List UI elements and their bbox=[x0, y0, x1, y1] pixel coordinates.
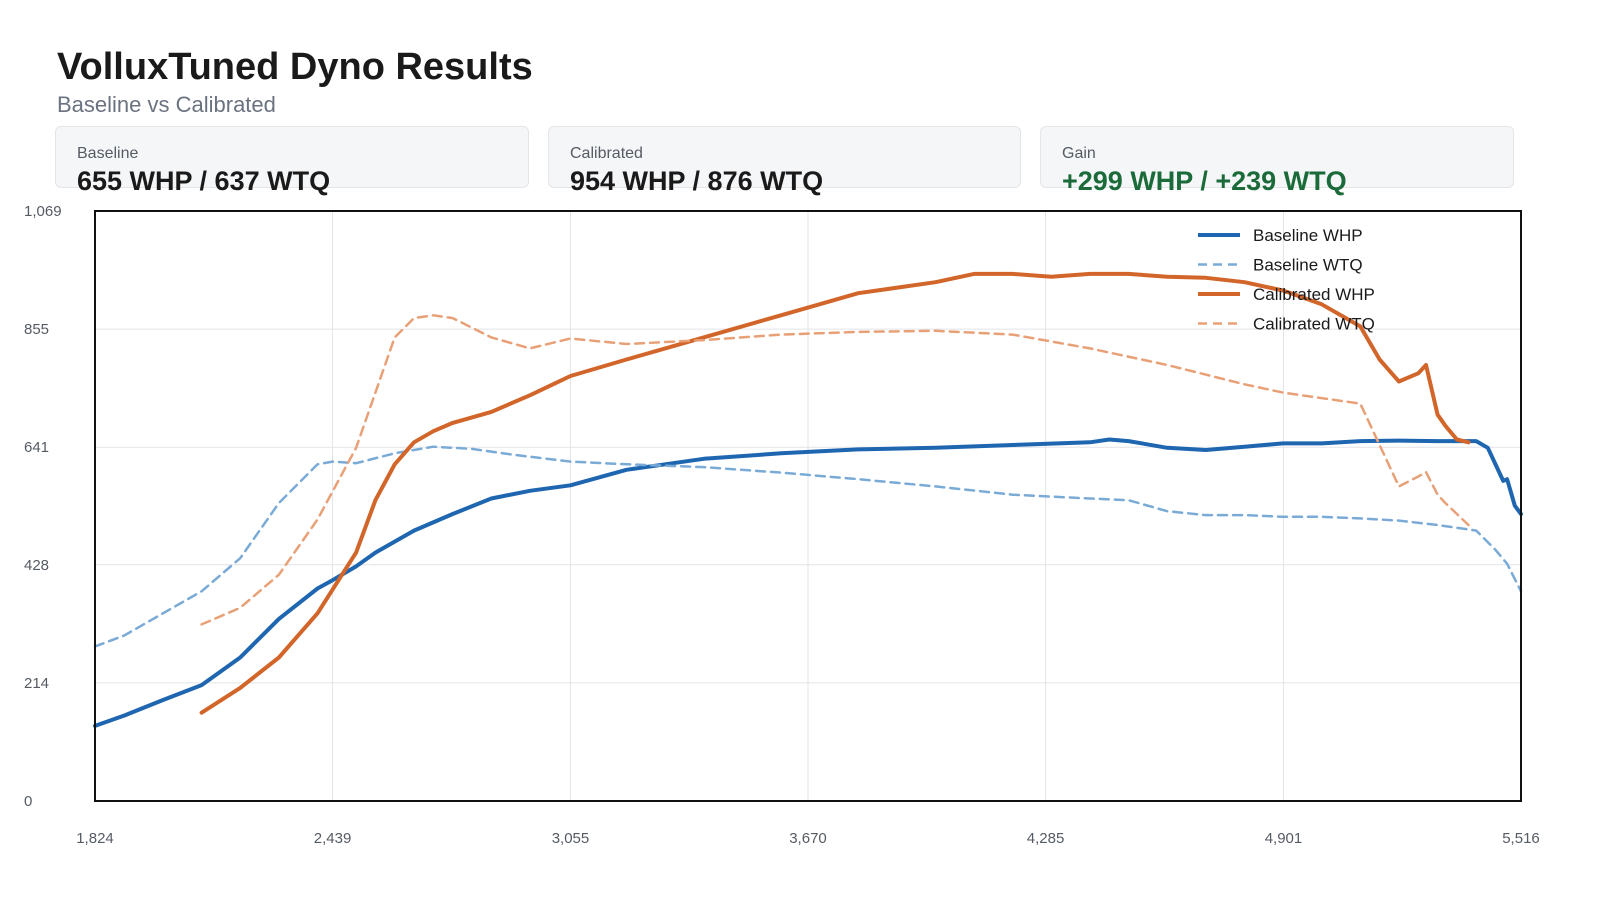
gain-card-value: +299 WHP / +239 WTQ bbox=[1062, 166, 1347, 196]
gain-card-label: Gain bbox=[1062, 145, 1096, 162]
x-tick-label: 1,824 bbox=[76, 830, 114, 847]
calibrated-card-label: Calibrated bbox=[570, 145, 643, 162]
legend-label: Calibrated WTQ bbox=[1253, 315, 1375, 334]
x-tick-label: 3,055 bbox=[552, 830, 590, 847]
series-line-baseline-wtq bbox=[93, 445, 1523, 648]
x-tick-label: 4,285 bbox=[1027, 830, 1065, 847]
baseline-summary-card: Baseline 655 WHP / 637 WTQ bbox=[55, 126, 529, 196]
y-tick-label: 1,069 bbox=[24, 203, 62, 220]
plot-frame bbox=[94, 210, 1522, 802]
series-line-baseline-whp bbox=[93, 437, 1523, 728]
x-tick-label: 2,439 bbox=[314, 830, 352, 847]
x-tick-label: 4,901 bbox=[1265, 830, 1303, 847]
x-tick-label: 5,516 bbox=[1502, 830, 1540, 847]
series-line-calibrated-wtq bbox=[200, 314, 1470, 626]
y-tick-label: 214 bbox=[24, 675, 49, 692]
series-line-calibrated-whp bbox=[199, 271, 1471, 715]
page-subtitle: Baseline vs Calibrated bbox=[57, 92, 276, 117]
y-tick-label: 641 bbox=[24, 439, 49, 456]
legend-label: Baseline WHP bbox=[1253, 226, 1363, 245]
page-title: VolluxTuned Dyno Results bbox=[57, 46, 533, 88]
gain-summary-card: Gain +299 WHP / +239 WTQ bbox=[1040, 126, 1514, 196]
x-tick-label: 3,670 bbox=[789, 830, 827, 847]
y-tick-label: 0 bbox=[24, 793, 32, 810]
calibrated-card-value: 954 WHP / 876 WTQ bbox=[570, 166, 824, 196]
calibrated-summary-card: Calibrated 954 WHP / 876 WTQ bbox=[548, 126, 1021, 196]
legend-label: Baseline WTQ bbox=[1253, 256, 1363, 275]
y-tick-label: 428 bbox=[24, 557, 49, 574]
baseline-card-label: Baseline bbox=[77, 145, 139, 162]
legend-label: Calibrated WHP bbox=[1253, 285, 1375, 304]
y-tick-label: 855 bbox=[24, 321, 49, 338]
baseline-card-value: 655 WHP / 637 WTQ bbox=[77, 166, 331, 196]
